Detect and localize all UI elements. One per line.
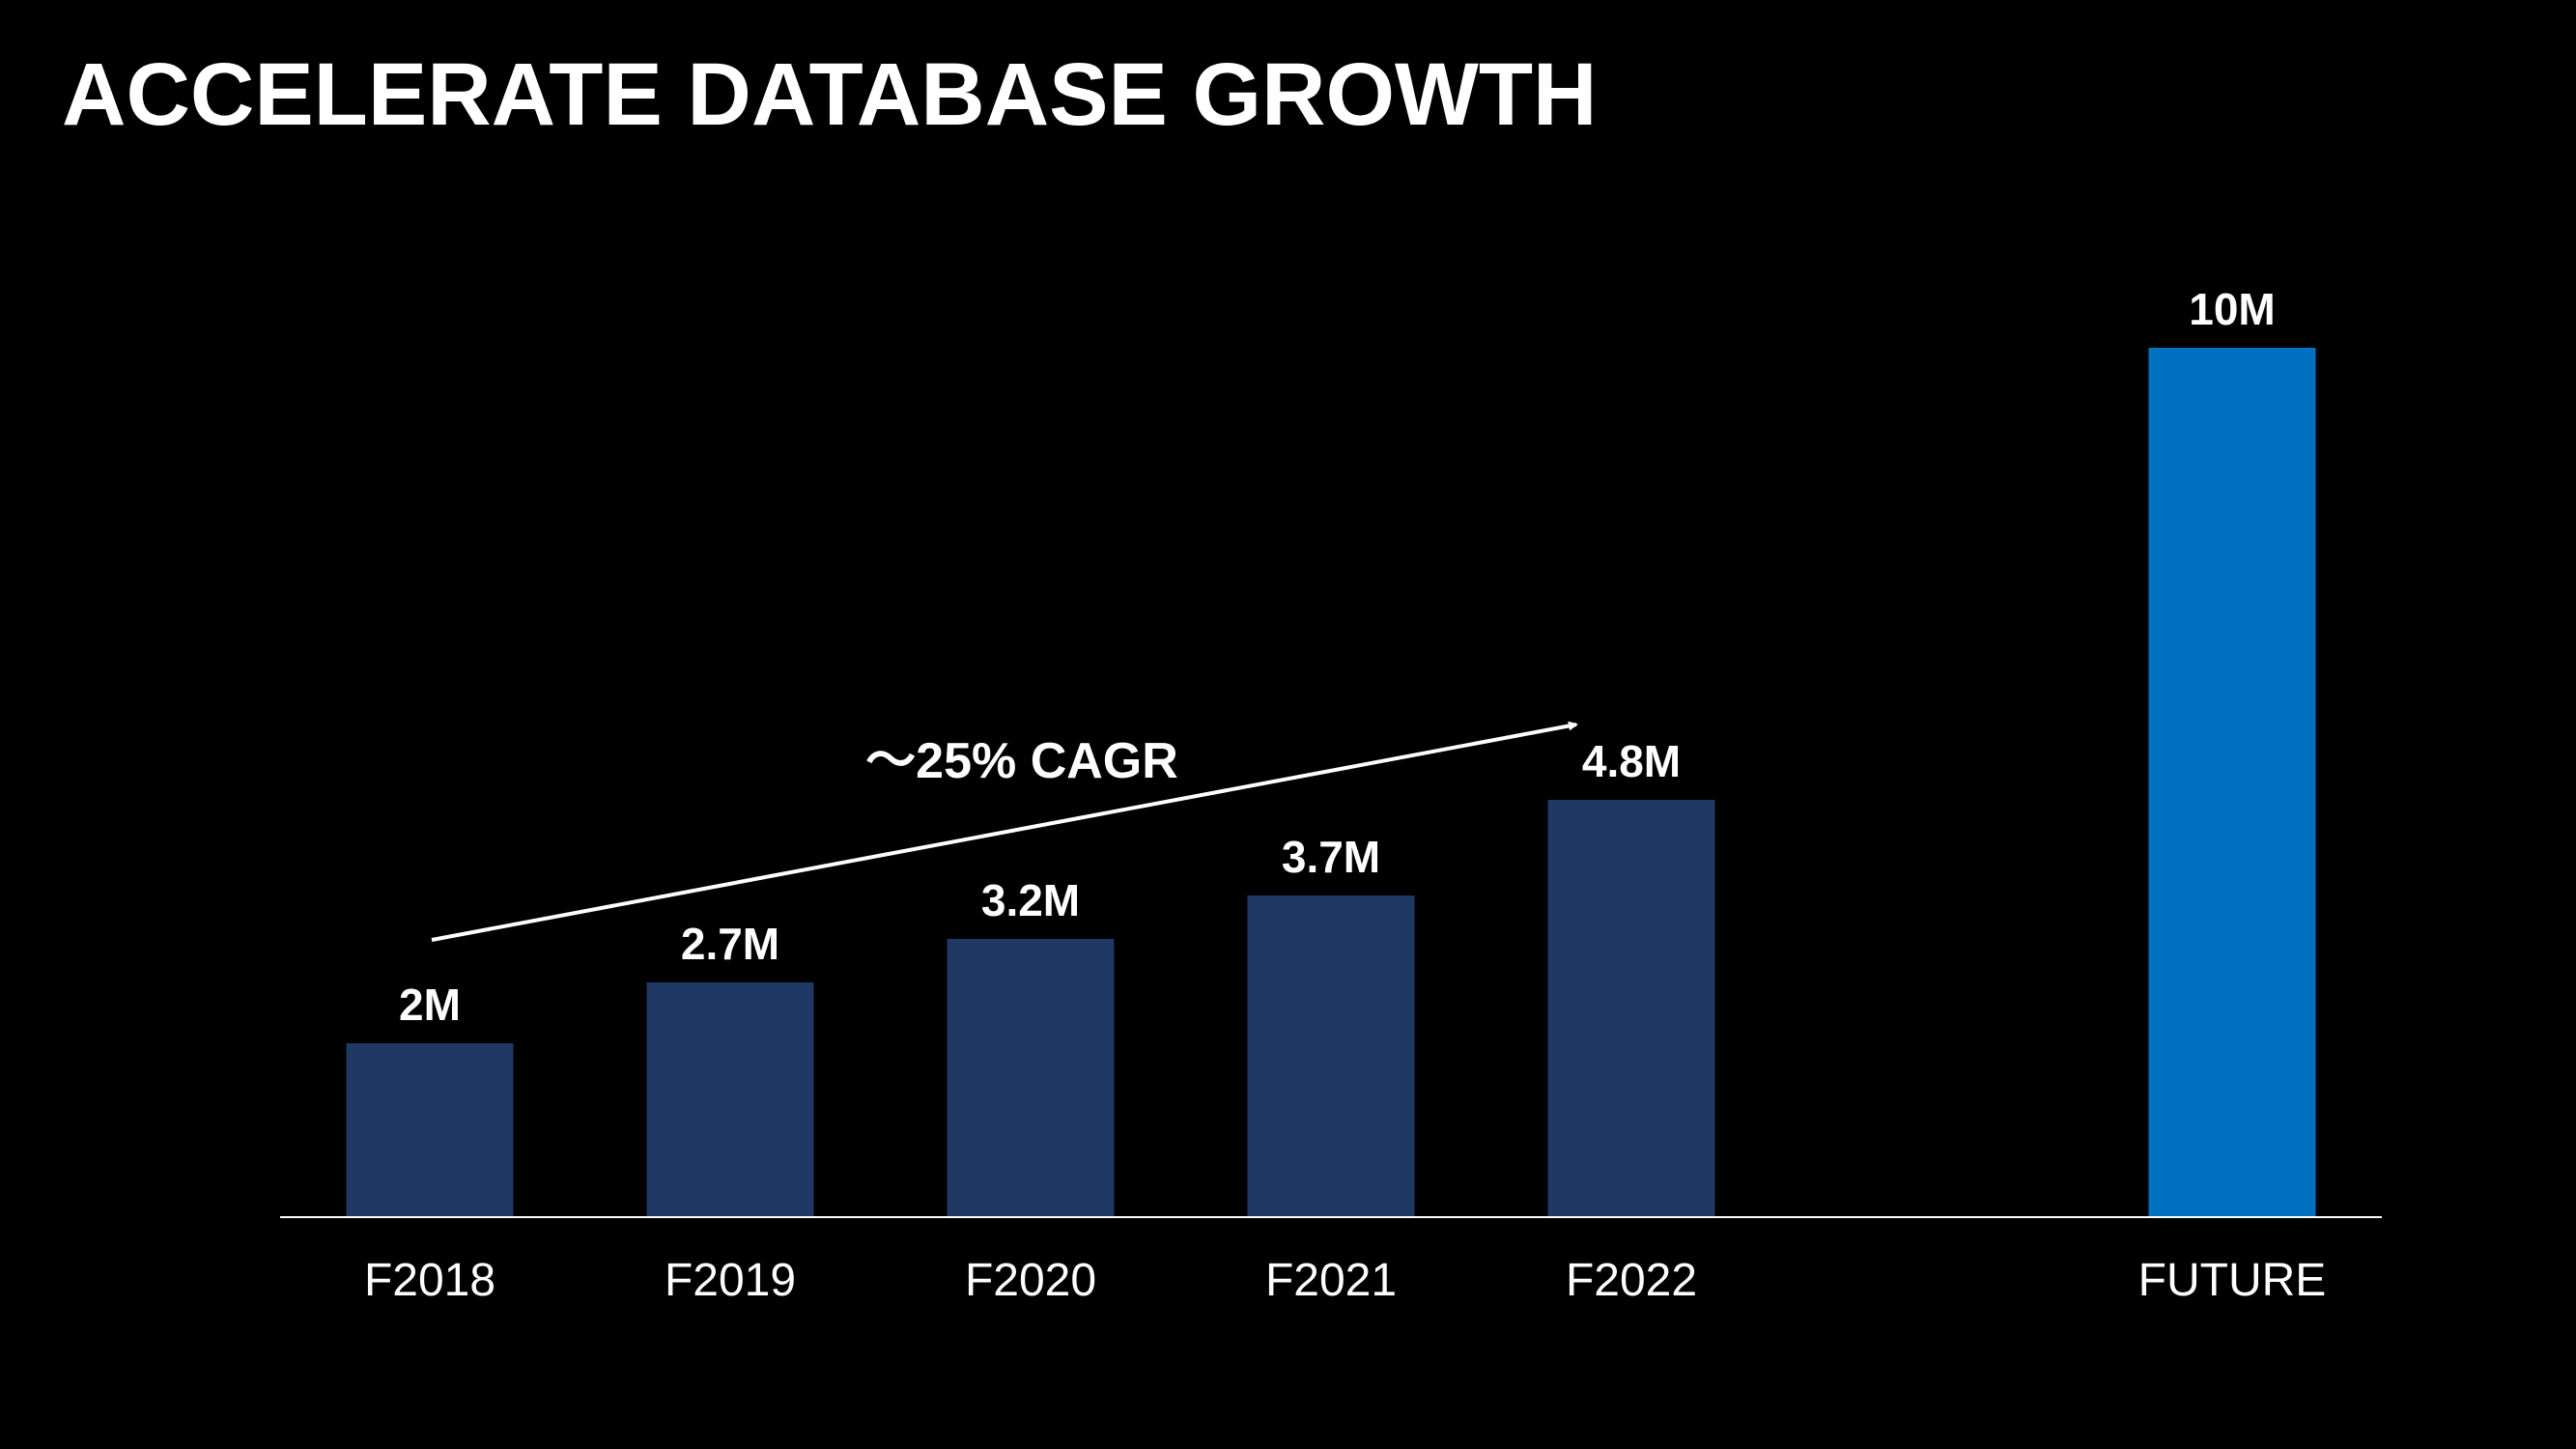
value-label-f2019: 2.7M: [681, 919, 779, 969]
bar-f2018: [346, 1043, 514, 1217]
tick-label-f2020: F2020: [965, 1255, 1096, 1306]
tick-label-f2021: F2021: [1265, 1255, 1397, 1306]
tick-label-f2019: F2019: [665, 1255, 796, 1306]
bar-f2022: [1547, 800, 1715, 1217]
cagr-arrow: [431, 721, 1578, 942]
bar-f2021: [1247, 895, 1415, 1217]
labels-layer: 2M F2018 2.7M F2019 3.2M F2020 3.7M F2021 4.8M F2…: [364, 284, 2326, 1306]
tick-label-f2022: F2022: [1566, 1255, 1697, 1306]
bar-f2019: [646, 982, 814, 1217]
annotation-layer: ～25% CAGR: [431, 721, 1578, 942]
bar-f2020: [947, 939, 1115, 1217]
tick-label-future: FUTURE: [2138, 1255, 2327, 1306]
value-label-future: 10M: [2189, 284, 2275, 334]
value-label-f2022: 4.8M: [1582, 736, 1681, 786]
tick-label-f2018: F2018: [364, 1255, 495, 1306]
cagr-label: ～25% CAGR: [865, 733, 1178, 789]
value-label-f2020: 3.2M: [981, 875, 1080, 925]
value-label-f2018: 2M: [399, 980, 461, 1030]
value-label-f2021: 3.7M: [1282, 832, 1380, 882]
bars-layer: [280, 348, 2382, 1218]
page-title: ACCELERATE DATABASE GROWTH: [62, 45, 1598, 144]
bar-future: [2148, 348, 2316, 1217]
